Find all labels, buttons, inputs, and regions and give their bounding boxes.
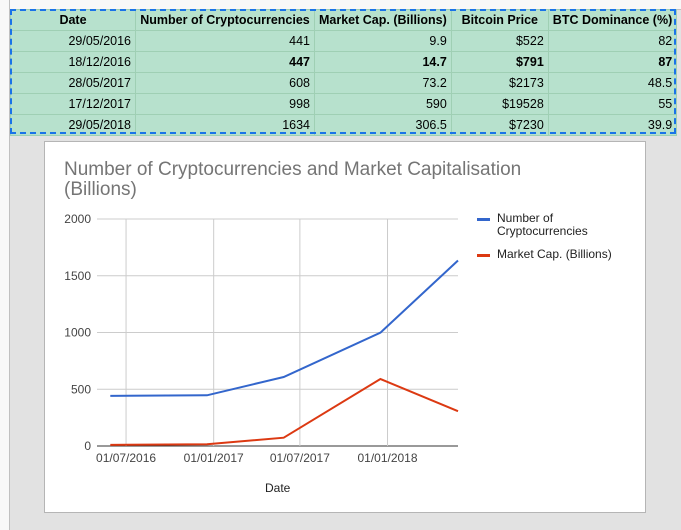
cell-number[interactable]: 447: [135, 51, 315, 73]
legend-item-number-of-cryptocurrencies[interactable]: Number of Cryptocurrencies: [477, 212, 637, 238]
cell-date[interactable]: 28/05/2017: [10, 72, 136, 94]
header-date[interactable]: Date: [10, 9, 136, 31]
cell-market-cap[interactable]: 590: [314, 93, 452, 115]
y-tick-label: 1000: [64, 326, 91, 340]
embedded-chart[interactable]: Number of Cryptocurrencies and Market Ca…: [44, 141, 646, 513]
cell-bitcoin-price[interactable]: $791: [450, 51, 549, 73]
cell-market-cap[interactable]: 73.2: [314, 72, 452, 94]
cell-number[interactable]: 441: [135, 30, 315, 52]
cell-btc-dominance[interactable]: 55: [547, 93, 678, 115]
data-table: Date Number of Cryptocurrencies Market C…: [10, 9, 678, 136]
cell-bitcoin-price[interactable]: $2173: [450, 72, 549, 94]
table-row: 17/12/2017 998 590 $19528 55: [10, 93, 678, 115]
cell-number[interactable]: 608: [135, 72, 315, 94]
cell-date[interactable]: 17/12/2017: [10, 93, 136, 115]
cell-market-cap[interactable]: 14.7: [314, 51, 452, 73]
y-tick-label: 2000: [64, 212, 91, 226]
grid-column-line: [676, 0, 677, 530]
legend-item-market-cap[interactable]: Market Cap. (Billions): [477, 248, 637, 261]
cell-date[interactable]: 18/12/2016: [10, 51, 136, 73]
x-tick-label: 01/07/2016: [96, 451, 156, 465]
chart-title: Number of Cryptocurrencies and Market Ca…: [64, 159, 522, 200]
cell-date[interactable]: 29/05/2018: [10, 114, 136, 136]
cell-btc-dominance[interactable]: 87: [547, 51, 678, 73]
table-row: 18/12/2016 447 14.7 $791 87: [10, 51, 678, 73]
y-tick-label: 1500: [64, 269, 91, 283]
legend-label: Market Cap. (Billions): [497, 247, 612, 261]
cell-number[interactable]: 998: [135, 93, 315, 115]
header-bitcoin-price[interactable]: Bitcoin Price: [450, 9, 549, 31]
cell-bitcoin-price[interactable]: $522: [450, 30, 549, 52]
y-tick-label: 0: [84, 439, 91, 453]
cell-bitcoin-price[interactable]: $7230: [450, 114, 549, 136]
table-row: 29/05/2016 441 9.9 $522 82: [10, 30, 678, 52]
cell-number[interactable]: 1634: [135, 114, 315, 136]
cell-bitcoin-price[interactable]: $19528: [450, 93, 549, 115]
cell-btc-dominance[interactable]: 39.9: [547, 114, 678, 136]
series-line-market-cap: [110, 377, 459, 446]
x-axis-title: Date: [265, 481, 291, 495]
cell-market-cap[interactable]: 9.9: [314, 30, 452, 52]
legend-label: Number of Cryptocurrencies: [497, 211, 588, 238]
row-header-strip[interactable]: [0, 0, 10, 530]
chart-plot: 0 500 1000 1500 2000 01/07/2016 01/01/2017 01/0…: [64, 212, 459, 465]
header-btc-dominance[interactable]: BTC Dominance (%): [547, 9, 678, 31]
cell-btc-dominance[interactable]: 48.5: [547, 72, 678, 94]
x-tick-label: 01/07/2017: [270, 451, 330, 465]
legend-swatch-red: [477, 254, 490, 257]
chart-legend: Number of Cryptocurrencies Market Cap. (…: [477, 212, 637, 271]
y-tick-label: 500: [71, 382, 91, 396]
header-market-cap[interactable]: Market Cap. (Billions): [314, 9, 452, 31]
table-header-row: Date Number of Cryptocurrencies Market C…: [10, 9, 678, 31]
table-row: 28/05/2017 608 73.2 $2173 48.5: [10, 72, 678, 94]
x-tick-label: 01/01/2018: [357, 451, 417, 465]
legend-swatch-blue: [477, 218, 490, 221]
series-line-number-of-cryptocurrencies: [110, 259, 459, 397]
cell-market-cap[interactable]: 306.5: [314, 114, 452, 136]
header-number-of-cryptocurrencies[interactable]: Number of Cryptocurrencies: [135, 9, 315, 31]
cell-date[interactable]: 29/05/2016: [10, 30, 136, 52]
x-tick-label: 01/01/2017: [184, 451, 244, 465]
cell-btc-dominance[interactable]: 82: [547, 30, 678, 52]
table-row: 29/05/2018 1634 306.5 $7230 39.9: [10, 114, 678, 136]
